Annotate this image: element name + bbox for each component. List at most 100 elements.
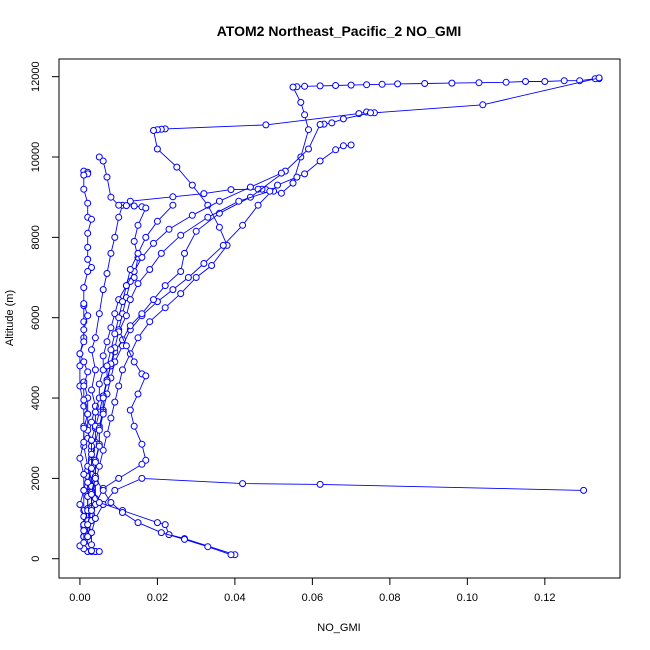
data-point xyxy=(95,310,103,318)
data-point xyxy=(157,529,165,537)
data-point xyxy=(169,201,177,209)
data-point xyxy=(378,80,386,88)
data-point xyxy=(122,282,130,290)
data-point xyxy=(134,519,142,527)
data-point xyxy=(227,551,235,559)
data-point xyxy=(107,346,115,354)
data-point xyxy=(165,225,173,233)
data-point xyxy=(169,193,177,201)
data-point xyxy=(103,338,111,346)
x-tick-label: 0.10 xyxy=(457,592,478,604)
data-point xyxy=(107,499,115,506)
data-point xyxy=(130,237,138,245)
data-point xyxy=(208,262,216,269)
y-tick-label: 0 xyxy=(30,556,42,562)
data-point xyxy=(91,474,99,482)
data-point xyxy=(122,202,130,210)
data-point xyxy=(316,480,324,488)
data-point xyxy=(115,474,123,482)
y-tick-label: 6000 xyxy=(30,305,42,329)
data-point xyxy=(502,78,510,86)
data-point xyxy=(111,233,119,241)
series-line xyxy=(79,477,584,552)
data-point xyxy=(142,204,150,212)
data-point xyxy=(188,181,196,189)
data-point xyxy=(301,82,309,90)
data-point xyxy=(95,442,103,450)
data-point xyxy=(99,286,107,294)
data-point xyxy=(169,286,177,294)
data-point xyxy=(107,249,115,257)
data-point xyxy=(161,304,169,312)
data-point xyxy=(134,280,142,288)
data-point xyxy=(235,197,243,205)
data-point xyxy=(134,249,142,257)
data-series-group xyxy=(76,74,603,559)
data-point xyxy=(84,521,92,529)
data-point xyxy=(103,173,111,181)
data-point xyxy=(111,330,119,338)
data-point xyxy=(580,486,588,494)
data-point xyxy=(316,157,324,165)
data-point xyxy=(88,507,95,514)
profile-series xyxy=(84,187,274,541)
data-point xyxy=(88,215,95,223)
data-point xyxy=(173,163,181,171)
data-point xyxy=(126,197,134,205)
data-point xyxy=(91,458,99,466)
data-point xyxy=(274,181,281,189)
data-point xyxy=(134,334,142,342)
data-point xyxy=(146,318,154,326)
data-point xyxy=(84,312,92,320)
data-point xyxy=(316,121,324,128)
x-tick-label: 0.02 xyxy=(147,592,168,604)
data-point xyxy=(479,101,487,109)
data-point xyxy=(130,202,138,210)
data-point xyxy=(84,268,92,275)
data-point xyxy=(394,80,402,88)
data-point xyxy=(84,229,92,237)
data-point xyxy=(204,543,212,551)
data-point xyxy=(122,312,130,320)
data-point xyxy=(289,179,297,187)
data-point xyxy=(126,266,134,273)
data-point xyxy=(80,358,88,366)
data-point xyxy=(84,368,92,376)
y-tick-label: 12000 xyxy=(30,61,42,92)
data-point xyxy=(595,74,603,82)
data-point xyxy=(122,342,130,350)
data-point xyxy=(153,217,161,225)
data-point xyxy=(138,440,146,448)
data-point xyxy=(103,270,111,277)
data-point xyxy=(111,486,119,494)
data-point xyxy=(107,414,115,422)
profile-series xyxy=(76,474,588,555)
data-point xyxy=(126,406,134,414)
data-point xyxy=(138,460,146,468)
data-point xyxy=(91,408,99,416)
data-point xyxy=(367,109,374,117)
data-point xyxy=(84,199,92,207)
data-point xyxy=(80,539,88,547)
data-point xyxy=(99,352,107,360)
data-point xyxy=(88,541,95,549)
y-tick-label: 10000 xyxy=(30,142,42,173)
data-point xyxy=(95,426,103,434)
data-point xyxy=(126,296,134,304)
data-point xyxy=(332,82,340,89)
x-tick-label: 0.12 xyxy=(534,592,555,604)
data-point xyxy=(239,480,247,488)
data-point xyxy=(421,80,429,87)
data-point xyxy=(254,201,262,209)
data-point xyxy=(363,81,371,89)
data-point xyxy=(99,394,107,402)
data-point xyxy=(80,171,88,179)
data-point xyxy=(215,223,223,231)
data-point xyxy=(347,141,355,149)
data-point xyxy=(115,314,123,322)
data-point xyxy=(130,422,138,430)
data-point xyxy=(150,239,157,247)
x-axis-label: NO_GMI xyxy=(317,622,360,634)
data-point xyxy=(115,201,123,209)
data-point xyxy=(107,193,115,201)
